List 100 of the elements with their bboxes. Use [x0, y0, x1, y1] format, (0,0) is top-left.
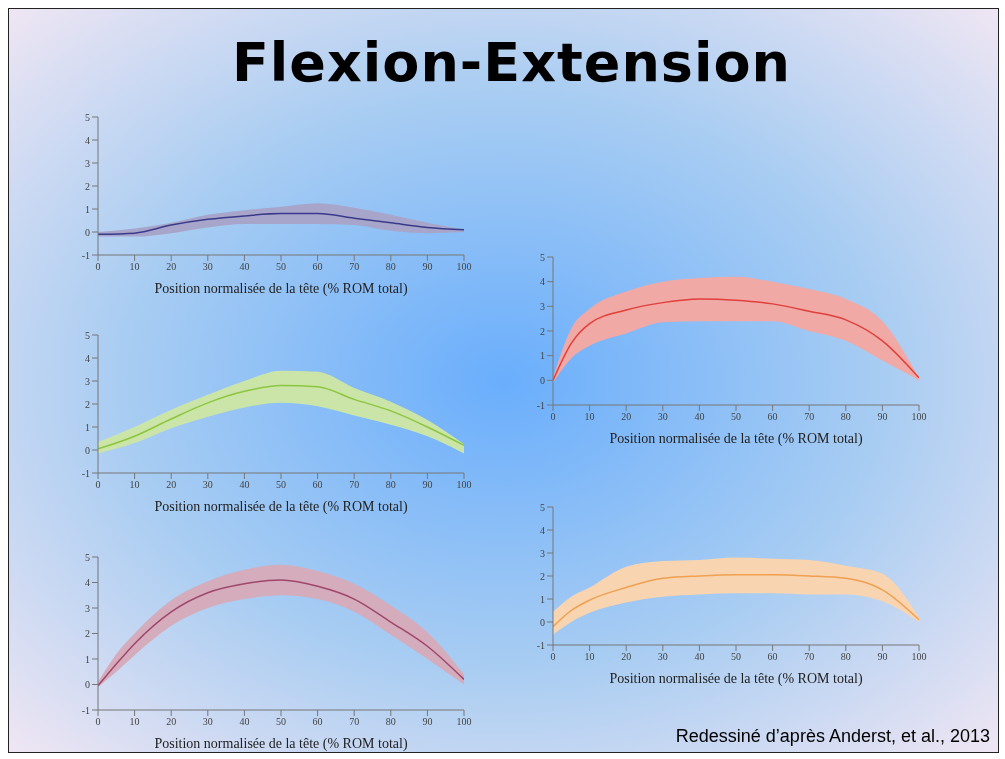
x-axis-title: Position normalisée de la tête (% ROM total) — [154, 736, 408, 752]
y-tick-label: 5 — [85, 551, 90, 563]
x-tick-label: 20 — [621, 651, 632, 663]
x-tick-label: 10 — [129, 261, 140, 273]
line-series — [98, 384, 464, 450]
x-tick-label: 20 — [166, 479, 177, 491]
x-tick-label: 50 — [276, 479, 286, 491]
x-tick-label: 10 — [584, 651, 595, 663]
x-tick-label: 70 — [804, 651, 815, 663]
x-tick-label: 80 — [385, 479, 396, 491]
y-tick-label: 4 — [85, 134, 90, 146]
x-tick-label: 100 — [911, 411, 927, 423]
x-tick-label: 70 — [349, 479, 360, 491]
x-tick-label: 10 — [129, 716, 140, 728]
x-tick-label: 40 — [239, 479, 250, 491]
y-tick-label: 0 — [540, 374, 545, 386]
x-axis-title: Position normalisée de la tête (% ROM total) — [154, 281, 408, 297]
x-tick-label: 60 — [767, 651, 778, 663]
x-tick-label: 100 — [911, 651, 927, 663]
x-tick-label: 50 — [731, 411, 741, 423]
y-tick-label: 0 — [85, 679, 90, 691]
x-tick-label: 70 — [804, 411, 815, 423]
y-tick-label: -1 — [81, 704, 90, 716]
x-tick-label: 100 — [456, 479, 472, 491]
y-tick-label: 1 — [85, 421, 90, 433]
x-tick-label: 40 — [694, 411, 705, 423]
y-tick-label: 5 — [540, 501, 545, 513]
x-tick-label: 40 — [694, 651, 705, 663]
x-tick-label: 80 — [840, 411, 851, 423]
x-tick-label: 40 — [239, 261, 250, 273]
y-tick-label: 3 — [85, 375, 90, 387]
x-tick-label: 80 — [385, 261, 396, 273]
x-tick-label: 0 — [95, 479, 101, 491]
x-tick-label: 60 — [767, 411, 778, 423]
x-tick-label: 70 — [349, 261, 360, 273]
x-tick-label: 20 — [166, 261, 177, 273]
text: Flexion-Extension — [230, 31, 793, 94]
x-tick-label: 20 — [166, 716, 177, 728]
y-tick-label: 5 — [85, 111, 90, 123]
y-tick-label: 0 — [540, 616, 545, 628]
x-axis-title: Position normalisée de la tête (% ROM total) — [609, 431, 863, 447]
y-tick-label: 3 — [540, 300, 545, 312]
x-tick-label: 20 — [621, 411, 632, 423]
y-tick-label: 5 — [540, 251, 545, 263]
x-tick-label: 0 — [95, 716, 101, 728]
y-tick-label: 2 — [540, 570, 545, 582]
x-tick-label: 90 — [422, 716, 433, 728]
x-tick-label: 30 — [657, 651, 668, 663]
y-tick-label: 3 — [85, 602, 90, 614]
y-tick-label: 2 — [85, 180, 90, 192]
y-tick-label: 1 — [85, 653, 90, 665]
x-tick-label: 90 — [877, 651, 888, 663]
x-tick-label: 50 — [276, 261, 286, 273]
line-series — [553, 574, 919, 628]
x-tick-label: 100 — [456, 261, 472, 273]
y-tick-label: 2 — [85, 628, 90, 640]
x-axis-title: Position normalisée de la tête (% ROM total) — [154, 499, 408, 515]
y-tick-label: 1 — [85, 203, 90, 215]
x-tick-label: 80 — [385, 716, 396, 728]
y-tick-label: 3 — [85, 157, 90, 169]
y-tick-label: 2 — [85, 398, 90, 410]
x-tick-label: 100 — [456, 716, 472, 728]
x-tick-label: 40 — [239, 716, 250, 728]
y-tick-label: 5 — [85, 329, 90, 341]
x-tick-label: 10 — [129, 479, 140, 491]
x-tick-label: 90 — [422, 261, 433, 273]
y-tick-label: 4 — [540, 276, 545, 288]
y-tick-label: 1 — [540, 593, 545, 605]
x-tick-label: 30 — [202, 479, 213, 491]
x-tick-label: 30 — [202, 261, 213, 273]
y-tick-label: 4 — [85, 577, 90, 589]
x-tick-label: 30 — [657, 411, 668, 423]
x-tick-label: 30 — [202, 716, 213, 728]
line-series — [98, 212, 464, 236]
y-tick-label: 4 — [540, 524, 545, 536]
y-tick-label: -1 — [81, 249, 90, 261]
x-tick-label: 60 — [312, 716, 323, 728]
y-tick-label: 0 — [85, 226, 90, 238]
y-tick-label: -1 — [81, 467, 90, 479]
line-series — [553, 298, 919, 382]
y-tick-label: 4 — [85, 352, 90, 364]
x-tick-label: 90 — [422, 479, 433, 491]
x-tick-label: 60 — [312, 479, 323, 491]
x-tick-label: 50 — [276, 716, 286, 728]
x-tick-label: 90 — [877, 411, 888, 423]
x-tick-label: 70 — [349, 716, 360, 728]
x-tick-label: 10 — [584, 411, 595, 423]
x-tick-label: 60 — [312, 261, 323, 273]
y-tick-label: -1 — [536, 639, 545, 651]
y-tick-label: -1 — [536, 399, 545, 411]
y-tick-label: 1 — [540, 350, 545, 362]
x-tick-label: 0 — [95, 261, 101, 273]
x-axis-title: Position normalisée de la tête (% ROM total) — [609, 671, 863, 687]
y-tick-label: 3 — [540, 547, 545, 559]
x-tick-label: 50 — [731, 651, 741, 663]
x-tick-label: 80 — [840, 651, 851, 663]
text: Redessiné d’après Anderst, et al., 2013 — [675, 725, 990, 748]
y-tick-label: 0 — [85, 444, 90, 456]
y-tick-label: 2 — [540, 325, 545, 337]
x-tick-label: 0 — [550, 411, 556, 423]
